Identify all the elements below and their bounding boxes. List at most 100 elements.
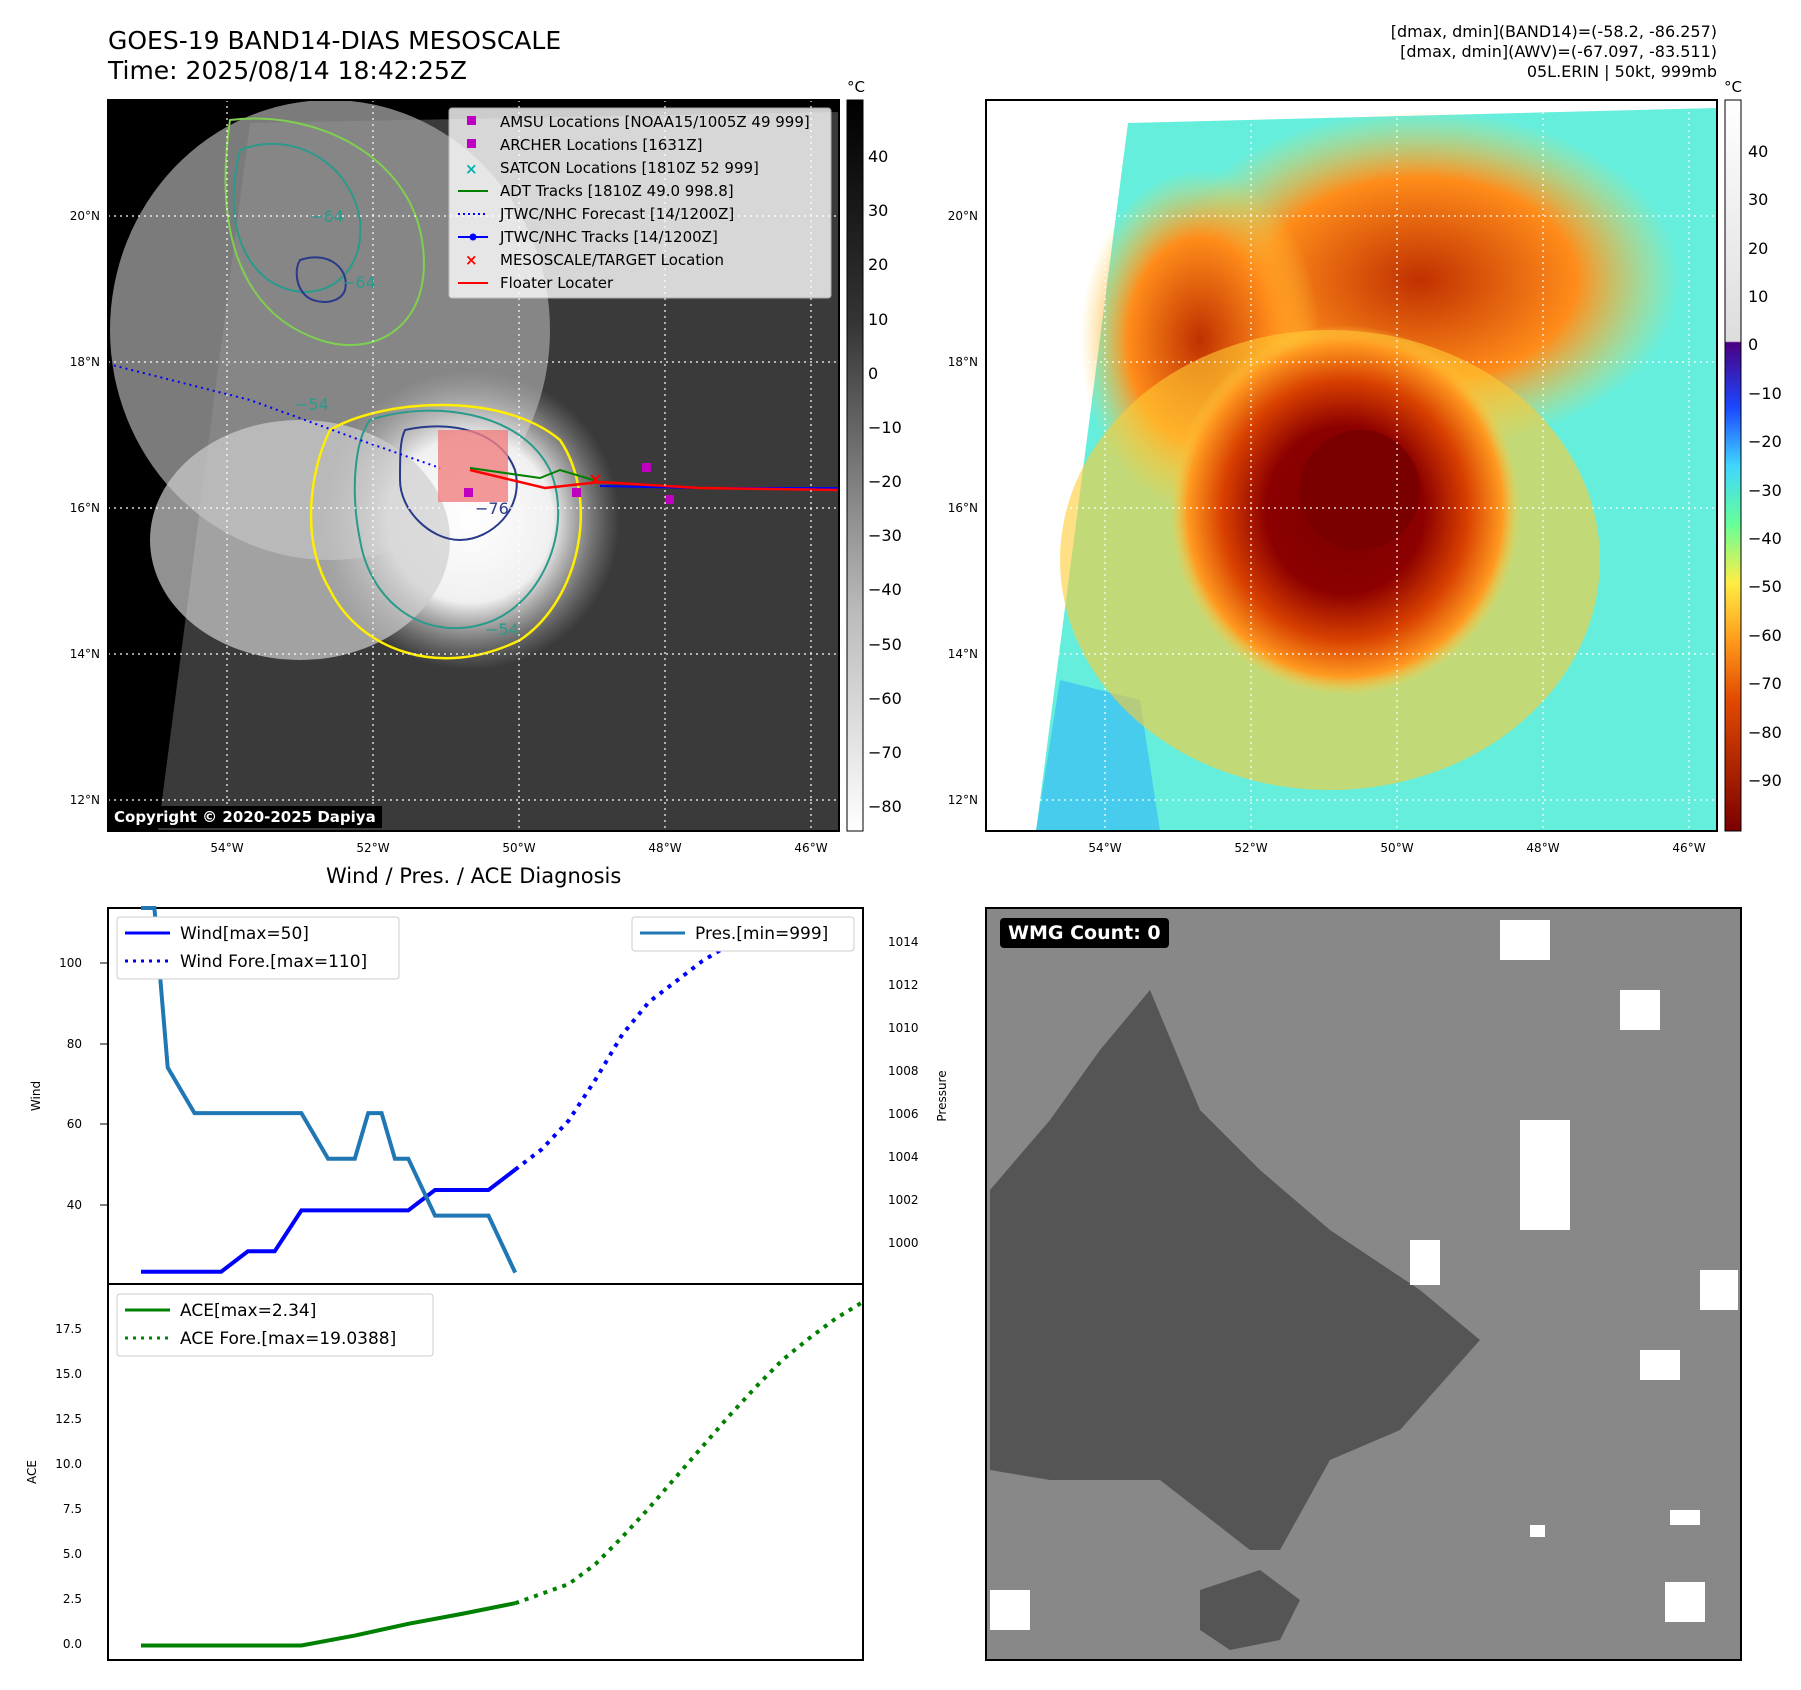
awv-cbar-tick: 0: [1748, 335, 1758, 354]
band14-range: [dmax, dmin](BAND14)=(-58.2, -86.257): [1390, 22, 1717, 41]
awv-cbar-tick: −60: [1748, 626, 1782, 645]
wmg-white-patch: [1520, 1120, 1570, 1230]
contour-label-2: −64: [342, 273, 376, 292]
wind-tick: 60: [67, 1117, 82, 1131]
figure-title: GOES-19 BAND14-DIAS MESOSCALE Time: 2025…: [108, 26, 561, 86]
wmg-dark-region-south: [1200, 1570, 1300, 1650]
awv-cbar-tick: −20: [1748, 432, 1782, 451]
ir-panel: × −64 −64 −54 −: [70, 78, 902, 855]
awv-cbar-tick: −50: [1748, 577, 1782, 596]
awv-cbar-tick: −80: [1748, 723, 1782, 742]
awv-frame: [985, 99, 1718, 832]
awv-cbar-tick: 20: [1748, 239, 1768, 258]
legend-floater: Floater Locater: [500, 274, 614, 292]
ir-lon-tick: 54°W: [210, 841, 243, 855]
bottom-panels: 100 80 60 40 Wind 1014 1012 1010 1008 10…: [25, 906, 1742, 1661]
ir-legend-box: [448, 107, 832, 299]
legend-jtwc: JTWC/NHC Tracks [14/1200Z]: [499, 228, 718, 246]
ace-tick: 15.0: [55, 1367, 82, 1381]
awv-lat-tick: 12°N: [948, 793, 978, 807]
legend-satcon-icon: ×: [465, 160, 478, 178]
pressure-legend: Pres.[min=999]: [631, 916, 855, 952]
ir-axis-labels: 54°W 52°W 50°W 48°W 46°W 20°N 18°N 16°N …: [70, 209, 828, 855]
awv-cbar-tick: −10: [1748, 384, 1782, 403]
archer-marker-2: [665, 495, 674, 504]
pressure-y-ticks: 1014 1012 1010 1008 1006 1004 1002 1000: [888, 935, 919, 1250]
pressure-tick: 1010: [888, 1021, 919, 1035]
awv-eye-region: [1300, 430, 1420, 550]
wind-legend: Wind[max=50] Wind Fore.[max=110]: [116, 916, 400, 980]
wmg-white-patch: [1410, 1240, 1440, 1285]
pressure-ylabel: Pressure: [935, 1070, 949, 1121]
legend-archer: ARCHER Locations [1631Z]: [500, 136, 703, 154]
legend-archer-icon: [467, 139, 476, 148]
ace-tick: 7.5: [63, 1502, 82, 1516]
ace-legend-forecast: ACE Fore.[max=19.0388]: [180, 1329, 396, 1349]
wmg-white-patch: [1530, 1525, 1545, 1537]
pressure-tick: 1012: [888, 978, 919, 992]
series-line: [141, 1168, 517, 1274]
jtwc-forecast-track: [108, 363, 441, 469]
wmg-count-badge: WMG Count: 0: [1000, 918, 1169, 948]
ir-cbar-tick: 40: [868, 147, 888, 166]
ace-tick: 12.5: [55, 1412, 82, 1426]
map-panels: × −64 −64 −54 −: [70, 78, 1782, 855]
legend-forecast: JTWC/NHC Forecast [14/1200Z]: [499, 205, 734, 223]
adt-track: [469, 467, 601, 483]
wind-legend-forecast: Wind Fore.[max=110]: [180, 952, 367, 972]
wind-legend-box: [116, 916, 400, 980]
ir-frame: [107, 99, 840, 832]
ir-colorbar: [846, 99, 864, 832]
legend-jtwc-dot: [469, 233, 477, 241]
awv-cbar-tick: −90: [1748, 771, 1782, 790]
ir-cbar-tick: 0: [868, 364, 878, 383]
legend-amsu: AMSU Locations [NOAA15/1005Z 49 999]: [500, 113, 810, 131]
ir-lat-tick: 18°N: [70, 355, 100, 369]
ace-y-ticks: 17.5 15.0 12.5 10.0 7.5 5.0 2.5 0.0: [55, 1322, 82, 1651]
ace-ylabel: ACE: [25, 1460, 39, 1484]
contour-north-navy: [295, 256, 347, 303]
awv-lat-tick: 18°N: [948, 355, 978, 369]
awv-lon-tick: 54°W: [1088, 841, 1121, 855]
awv-cbar-tick: −40: [1748, 529, 1782, 548]
awv-lon-tick: 50°W: [1380, 841, 1413, 855]
ace-legend-box: [116, 1293, 434, 1357]
contour-label-1: −64: [310, 207, 344, 226]
ir-cbar-tick: −60: [868, 689, 902, 708]
awv-cbar-tick: 10: [1748, 287, 1768, 306]
awv-lon-tick: 46°W: [1672, 841, 1705, 855]
contour-north-green: [224, 117, 425, 346]
wind-tick: 80: [67, 1037, 82, 1051]
ir-cbar-tick: 30: [868, 201, 888, 220]
legend-amsu-icon: [467, 116, 476, 125]
ir-lat-tick: 16°N: [70, 501, 100, 515]
awv-colorbar-unit: °C: [1724, 78, 1742, 96]
pressure-tick: 1004: [888, 1150, 919, 1164]
pressure-legend-label: Pres.[min=999]: [695, 924, 828, 944]
ace-tick: 2.5: [63, 1592, 82, 1606]
series-line: [141, 906, 518, 1274]
ir-cbar-tick: −70: [868, 743, 902, 762]
mesoscale-marker: ×: [588, 469, 603, 490]
awv-lat-tick: 20°N: [948, 209, 978, 223]
ace-legend: ACE[max=2.34] ACE Fore.[max=19.0388]: [116, 1293, 434, 1357]
wind-tick-marks: [100, 962, 108, 1206]
contour-north-teal: [232, 142, 362, 293]
ir-lon-tick: 50°W: [502, 841, 535, 855]
series-line: [514, 1300, 864, 1606]
wmg-dark-region: [990, 990, 1480, 1550]
pressure-tick: 1008: [888, 1064, 919, 1078]
pressure-legend-box: [631, 916, 855, 952]
ir-cloud-west: [150, 420, 450, 660]
awv-lat-tick: 16°N: [948, 501, 978, 515]
contour-yellow: [309, 403, 582, 660]
ir-lon-tick: 46°W: [794, 841, 827, 855]
wind-y-ticks: 100 80 60 40: [59, 956, 82, 1212]
awv-colorbar-ticks: 40 30 20 10 0 −10 −20 −30 −40 −50 −60 −7…: [1748, 142, 1782, 790]
awv-cbar-tick: −30: [1748, 481, 1782, 500]
contour-label-4: −76: [475, 499, 509, 518]
wind-ylabel: Wind: [29, 1081, 43, 1111]
amsu-marker: [642, 463, 651, 472]
ir-lat-tick: 14°N: [70, 647, 100, 661]
ir-lat-tick: 12°N: [70, 793, 100, 807]
